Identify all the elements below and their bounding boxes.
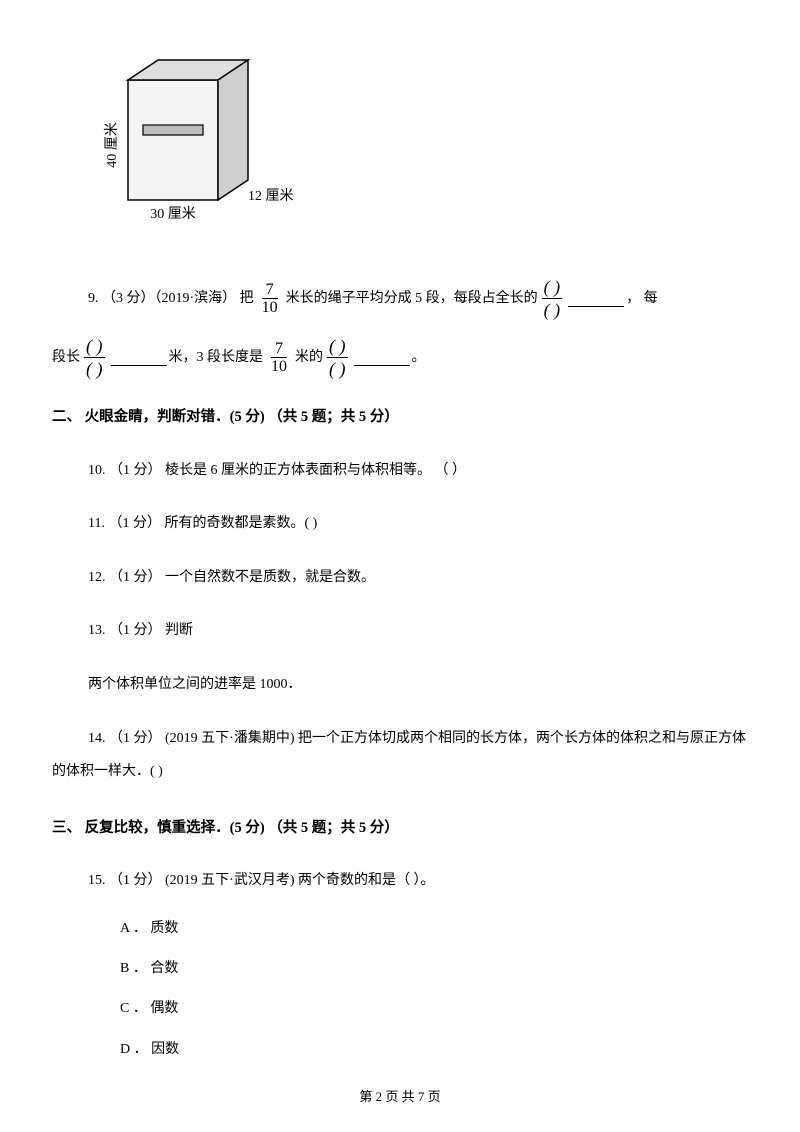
blank-1 [568, 291, 624, 307]
label-height: 40 厘米 [104, 122, 120, 168]
fraction-7-10: 7 10 [258, 281, 282, 317]
label-depth: 12 厘米 [248, 188, 294, 204]
question-15: 15. （1 分） (2019 五下·武汉月考) 两个奇数的和是（ ）。 [52, 864, 748, 898]
page-footer: 第 2 页 共 7 页 [0, 1087, 800, 1108]
option-c: C ． 偶数 [120, 998, 748, 1020]
q9-l2start: 段长 [52, 347, 80, 369]
question-14: 14. （1 分） (2019 五下·潘集期中) 把一个正方体切成两个相同的长方… [52, 722, 748, 789]
option-b: B ． 合数 [120, 958, 748, 980]
q9-l2mid: 米，3 段长度是 [169, 347, 264, 369]
question-13b: 两个体积单位之间的进率是 1000． [52, 668, 748, 702]
section-3-title: 三、 反复比较，慎重选择．(5 分) （共 5 题；共 5 分） [52, 817, 748, 840]
box-diagram: 40 厘米 30 厘米 12 厘米 [88, 50, 748, 248]
q9-l2end: 。 [412, 347, 426, 369]
question-13: 13. （1 分） 判断 [52, 614, 748, 648]
question-12: 12. （1 分） 一个自然数不是质数，就是合数。 [52, 561, 748, 595]
option-d: D ． 因数 [120, 1039, 748, 1061]
question-9-line1: 9. （3 分）（2019·滨海） 把 7 10 米长的绳子平均分成 5 段，每… [52, 278, 748, 319]
question-9-line2: 段长 ( ) ( ) 米，3 段长度是 7 10 米的 ( ) ( ) 。 [52, 337, 748, 378]
option-a: A ． 质数 [120, 918, 748, 940]
paren-fraction-1: ( ) ( ) [542, 278, 563, 319]
section-2-title: 二、 火眼金睛，判断对错．(5 分) （共 5 题；共 5 分） [52, 406, 748, 429]
label-width: 30 厘米 [150, 206, 196, 222]
paren-fraction-3: ( ) ( ) [327, 337, 348, 378]
paren-fraction-2: ( ) ( ) [84, 337, 105, 378]
q9-prefix: 9. （3 分）（2019·滨海） 把 [88, 288, 254, 310]
q9-mid1: 米长的绳子平均分成 5 段，每段占全长的 [286, 288, 538, 310]
q9-l2mid2: 米的 [295, 347, 323, 369]
blank-3 [354, 350, 410, 366]
fraction-7-10b: 7 10 [267, 340, 291, 376]
question-11: 11. （1 分） 所有的奇数都是素数。( ) [52, 507, 748, 541]
blank-2 [111, 350, 167, 366]
question-10: 10. （1 分） 棱长是 6 厘米的正方体表面积与体积相等。 （ ） [52, 454, 748, 488]
q9-tail1: ， 每 [626, 288, 658, 310]
